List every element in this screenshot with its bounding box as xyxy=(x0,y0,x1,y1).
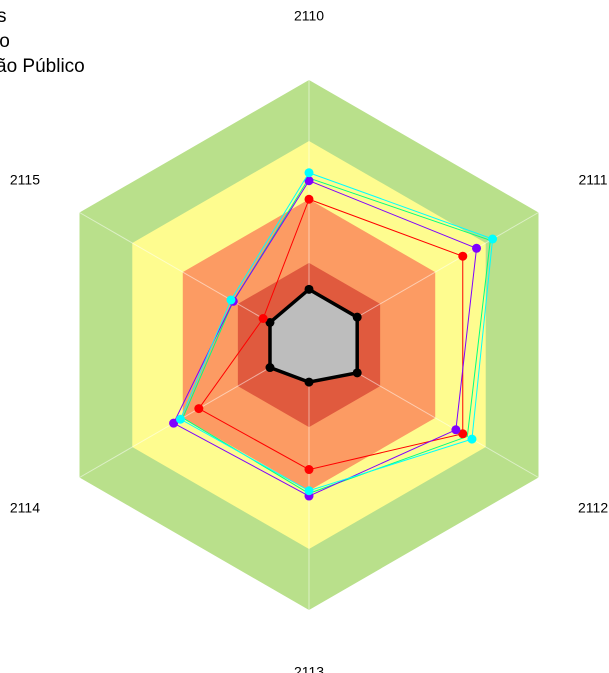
point xyxy=(304,465,314,475)
point xyxy=(265,317,275,327)
point xyxy=(467,434,477,444)
point xyxy=(304,284,314,294)
point xyxy=(352,368,362,378)
axis-label: 2114 xyxy=(10,500,40,516)
point xyxy=(258,314,268,323)
axis-label: 2113 xyxy=(294,664,324,673)
point xyxy=(488,234,498,244)
legend-label: s xyxy=(0,6,7,27)
point xyxy=(304,377,314,387)
point xyxy=(451,425,461,435)
point xyxy=(304,194,314,204)
legend-label: io xyxy=(0,31,10,52)
point xyxy=(472,243,482,253)
legend-label: ão Público xyxy=(0,56,85,77)
point xyxy=(175,414,185,424)
point xyxy=(226,295,236,305)
point xyxy=(352,312,362,322)
point xyxy=(458,251,468,261)
point xyxy=(304,168,314,178)
point xyxy=(194,404,204,414)
axis-label: 2115 xyxy=(10,172,40,188)
axis-label: 2111 xyxy=(579,172,608,188)
point xyxy=(304,176,314,186)
point xyxy=(458,429,468,439)
point xyxy=(169,418,179,428)
axis-label: 2112 xyxy=(578,500,608,516)
point xyxy=(265,363,275,373)
axis-label: 2110 xyxy=(294,8,324,24)
point xyxy=(304,486,314,496)
